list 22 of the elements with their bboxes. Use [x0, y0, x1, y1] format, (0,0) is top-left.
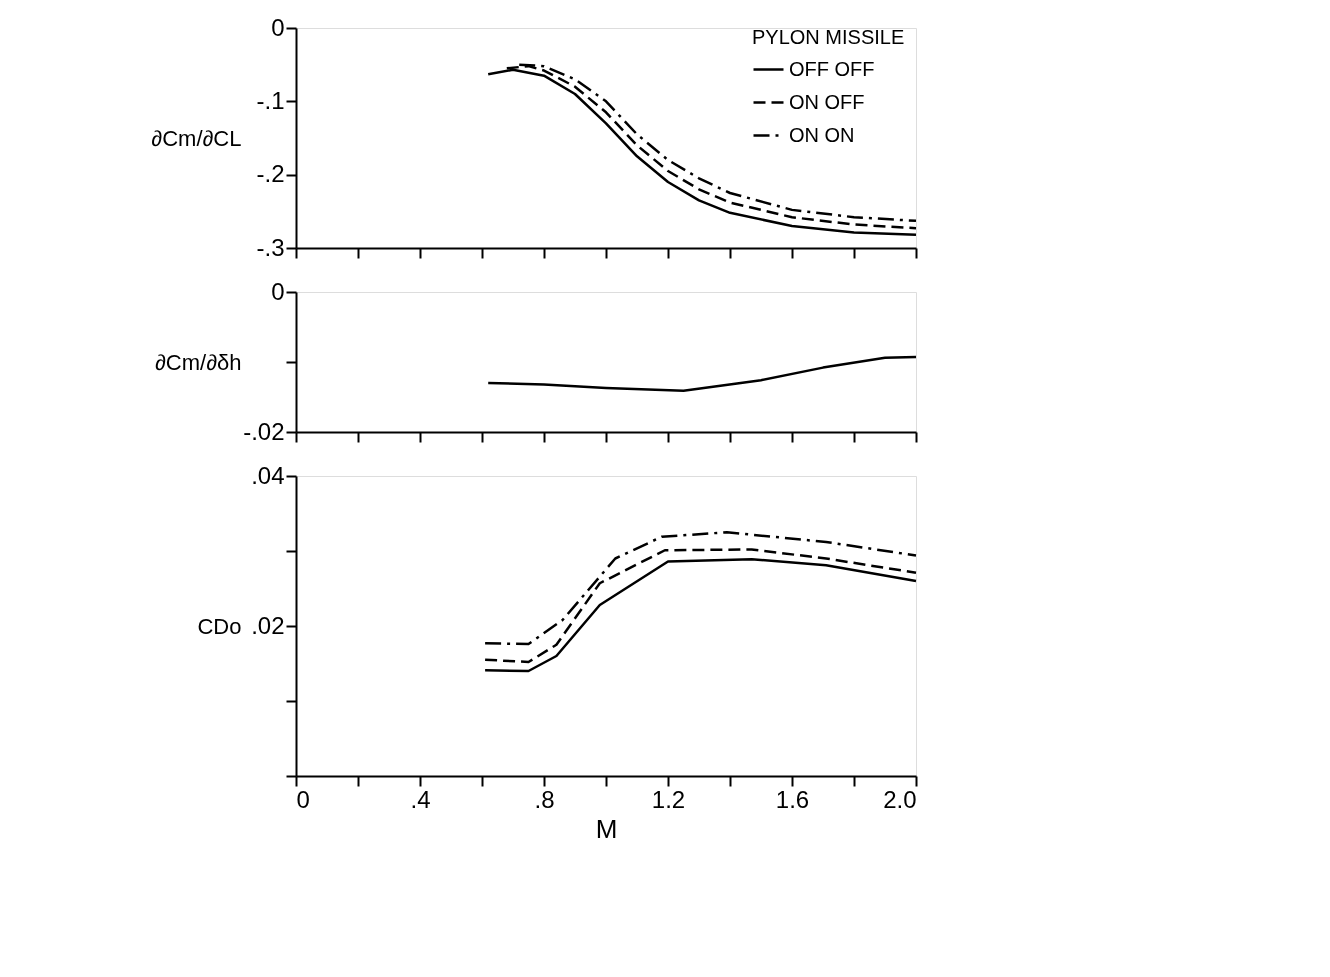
x-tick-label: 1.2 — [651, 785, 686, 813]
y-tick-label: -.2 — [256, 160, 285, 188]
legend-label: ON OFF — [789, 90, 865, 113]
x-tick-label: .4 — [410, 785, 431, 813]
x-tick-label: 2.0 — [883, 785, 917, 813]
y-tick-label: -.02 — [243, 417, 285, 445]
x-tick-label: 1.6 — [775, 785, 810, 813]
y-axis-title: CDo — [197, 613, 242, 639]
y-tick-label: 0 — [271, 13, 285, 41]
legend-title: PYLON MISSILE — [752, 26, 905, 48]
legend-label: OFF OFF — [789, 57, 875, 80]
y-axis-title: ∂Cm/∂CL — [151, 125, 242, 151]
y-tick-label: 0 — [271, 277, 285, 305]
y-tick-label: .02 — [251, 611, 285, 639]
x-tick-label: 0 — [296, 785, 310, 813]
legend-label: ON ON — [789, 123, 855, 146]
y-tick-label: -.3 — [256, 233, 285, 261]
x-axis-title: M — [595, 813, 618, 844]
x-tick-label: .8 — [534, 785, 555, 813]
y-axis-title: ∂Cm/∂δh — [154, 349, 242, 375]
y-tick-label: .04 — [251, 461, 285, 489]
y-tick-label: -.1 — [256, 86, 285, 114]
